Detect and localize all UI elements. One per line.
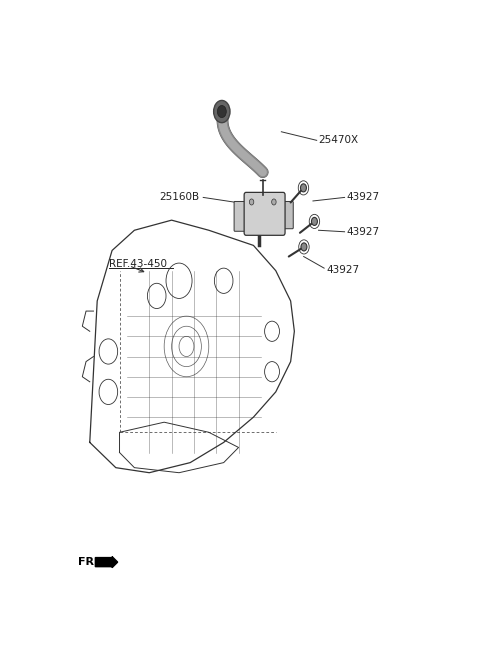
Text: 43927: 43927 — [326, 264, 359, 275]
FancyArrow shape — [96, 556, 118, 567]
Circle shape — [300, 184, 306, 192]
Circle shape — [249, 199, 254, 205]
Text: REF.43-450: REF.43-450 — [109, 259, 168, 269]
Text: 25470X: 25470X — [319, 135, 359, 146]
FancyBboxPatch shape — [234, 201, 251, 232]
Circle shape — [214, 100, 230, 123]
Circle shape — [217, 106, 226, 117]
Text: 43927: 43927 — [347, 192, 380, 203]
Text: 25160B: 25160B — [159, 192, 200, 203]
Circle shape — [312, 217, 317, 226]
FancyBboxPatch shape — [282, 201, 293, 229]
FancyBboxPatch shape — [244, 192, 285, 236]
Text: 43927: 43927 — [347, 227, 380, 237]
Circle shape — [301, 243, 307, 251]
Circle shape — [272, 199, 276, 205]
Text: FR.: FR. — [78, 557, 98, 567]
